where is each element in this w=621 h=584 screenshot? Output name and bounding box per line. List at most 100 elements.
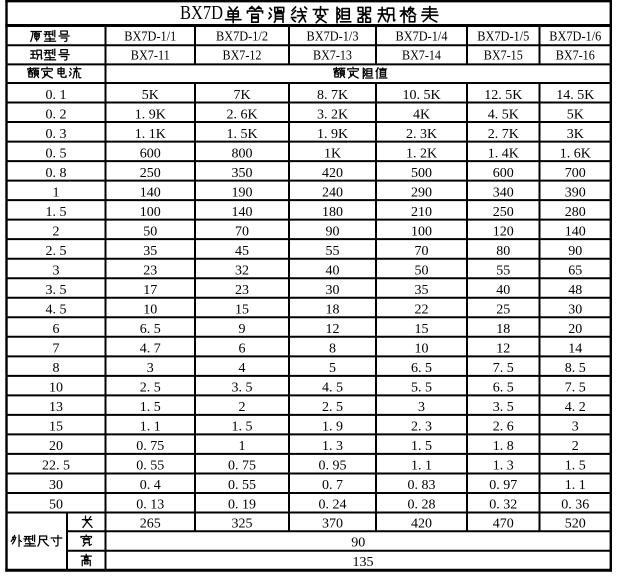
svg-text:0. 24: 0. 24 <box>319 498 347 513</box>
svg-text:700: 700 <box>565 166 586 181</box>
svg-text:5K: 5K <box>142 88 159 103</box>
svg-text:1. 5: 1. 5 <box>140 400 161 415</box>
svg-text:250: 250 <box>493 205 514 220</box>
svg-text:30: 30 <box>326 283 340 298</box>
svg-text:65: 65 <box>568 264 582 279</box>
svg-text:14: 14 <box>568 342 582 357</box>
svg-text:1. 6K: 1. 6K <box>560 146 591 161</box>
svg-text:2. 5: 2. 5 <box>322 400 343 415</box>
svg-text:12. 5K: 12. 5K <box>484 88 522 103</box>
svg-text:18: 18 <box>496 322 510 337</box>
svg-text:35: 35 <box>143 244 157 259</box>
svg-text:30: 30 <box>568 303 582 318</box>
svg-text:10: 10 <box>415 342 429 357</box>
svg-text:6: 6 <box>239 342 246 357</box>
svg-text:5K: 5K <box>567 107 584 122</box>
svg-text:0. 5: 0. 5 <box>46 146 67 161</box>
svg-text:10: 10 <box>49 381 63 396</box>
svg-text:3K: 3K <box>567 127 584 142</box>
svg-text:BX7-14: BX7-14 <box>402 48 441 63</box>
svg-text:22. 5: 22. 5 <box>42 459 70 474</box>
svg-text:BX7-11: BX7-11 <box>131 48 170 63</box>
svg-text:2. 5: 2. 5 <box>46 244 67 259</box>
svg-text:1. 5: 1. 5 <box>46 205 67 220</box>
svg-text:3. 5: 3. 5 <box>493 400 514 415</box>
svg-text:1K: 1K <box>324 146 341 161</box>
svg-text:325: 325 <box>232 517 253 532</box>
svg-text:40: 40 <box>326 264 340 279</box>
svg-text:15: 15 <box>49 420 63 435</box>
svg-text:4K: 4K <box>413 107 430 122</box>
svg-text:BX7-16: BX7-16 <box>556 48 595 63</box>
svg-text:10: 10 <box>143 303 157 318</box>
svg-text:8. 7K: 8. 7K <box>317 88 348 103</box>
svg-text:4: 4 <box>239 361 246 376</box>
svg-text:15: 15 <box>235 303 249 318</box>
svg-text:6. 5: 6. 5 <box>493 381 514 396</box>
svg-text:210: 210 <box>411 205 432 220</box>
svg-text:0. 75: 0. 75 <box>228 459 256 474</box>
svg-text:2. 6: 2. 6 <box>493 420 514 435</box>
svg-text:BX7D-1/4: BX7D-1/4 <box>396 30 448 45</box>
svg-text:2. 3: 2. 3 <box>411 420 432 435</box>
svg-text:1. 5: 1. 5 <box>232 420 253 435</box>
svg-text:0. 19: 0. 19 <box>228 498 256 513</box>
svg-text:BX7D-1/3: BX7D-1/3 <box>307 30 359 45</box>
svg-text:BX7D-1/2: BX7D-1/2 <box>216 30 268 45</box>
svg-text:0. 2: 0. 2 <box>46 107 67 122</box>
svg-text:600: 600 <box>140 146 161 161</box>
svg-text:340: 340 <box>493 185 514 200</box>
svg-text:0. 55: 0. 55 <box>136 459 164 474</box>
svg-text:390: 390 <box>565 185 586 200</box>
svg-text:55: 55 <box>326 244 340 259</box>
svg-text:BX7D-1/1: BX7D-1/1 <box>124 30 176 45</box>
svg-text:9: 9 <box>239 322 246 337</box>
svg-text:23: 23 <box>235 283 249 298</box>
svg-text:1. 1: 1. 1 <box>411 459 432 474</box>
svg-text:50: 50 <box>415 264 429 279</box>
svg-text:1. 5: 1. 5 <box>565 459 586 474</box>
svg-text:350: 350 <box>232 166 253 181</box>
svg-text:1. 1K: 1. 1K <box>135 127 166 142</box>
svg-text:520: 520 <box>565 517 586 532</box>
svg-text:3: 3 <box>147 361 154 376</box>
svg-text:5: 5 <box>329 361 336 376</box>
svg-text:17: 17 <box>143 283 157 298</box>
svg-text:7. 5: 7. 5 <box>565 381 586 396</box>
svg-text:7: 7 <box>53 342 60 357</box>
svg-text:3: 3 <box>53 264 60 279</box>
svg-text:1: 1 <box>53 185 60 200</box>
svg-text:0. 1: 0. 1 <box>46 88 67 103</box>
svg-text:0. 32: 0. 32 <box>489 498 517 513</box>
svg-text:265: 265 <box>140 517 161 532</box>
svg-text:8. 5: 8. 5 <box>565 361 586 376</box>
svg-text:BX7D-1/6: BX7D-1/6 <box>549 30 601 45</box>
svg-text:2: 2 <box>239 400 246 415</box>
svg-text:2: 2 <box>572 439 579 454</box>
svg-text:90: 90 <box>568 244 582 259</box>
svg-text:370: 370 <box>322 517 343 532</box>
svg-text:140: 140 <box>232 205 253 220</box>
svg-text:3: 3 <box>572 420 579 435</box>
svg-text:30: 30 <box>49 478 63 493</box>
svg-text:6. 5: 6. 5 <box>140 322 161 337</box>
svg-text:25: 25 <box>496 303 510 318</box>
svg-text:1. 1: 1. 1 <box>140 420 161 435</box>
svg-text:1. 2K: 1. 2K <box>406 146 437 161</box>
svg-text:100: 100 <box>140 205 161 220</box>
svg-text:0. 7: 0. 7 <box>322 478 343 493</box>
svg-text:12: 12 <box>326 322 340 337</box>
svg-text:18: 18 <box>326 303 340 318</box>
svg-text:10. 5K: 10. 5K <box>402 88 440 103</box>
svg-text:0. 95: 0. 95 <box>319 459 347 474</box>
svg-text:180: 180 <box>322 205 343 220</box>
svg-text:100: 100 <box>411 224 432 239</box>
svg-text:20: 20 <box>568 322 582 337</box>
svg-text:3: 3 <box>418 400 425 415</box>
svg-text:1. 8: 1. 8 <box>493 439 514 454</box>
svg-text:3. 5: 3. 5 <box>232 381 253 396</box>
svg-text:190: 190 <box>232 185 253 200</box>
svg-text:7K: 7K <box>233 88 250 103</box>
svg-text:14. 5K: 14. 5K <box>556 88 594 103</box>
svg-text:120: 120 <box>493 224 514 239</box>
